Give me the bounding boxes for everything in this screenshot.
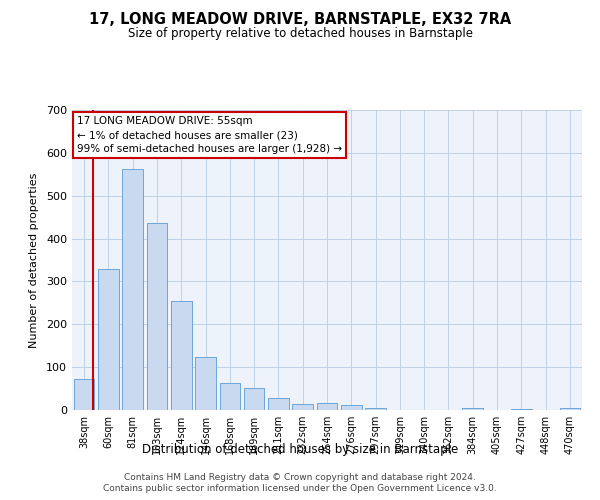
Bar	[195, 358, 216, 410]
Bar	[98, 268, 119, 410]
Bar	[292, 404, 313, 410]
Bar	[146, 222, 167, 410]
Text: Size of property relative to detached houses in Barnstaple: Size of property relative to detached ho…	[128, 28, 473, 40]
Bar	[511, 408, 532, 410]
Bar	[244, 388, 265, 410]
Text: Distribution of detached houses by size in Barnstaple: Distribution of detached houses by size …	[142, 442, 458, 456]
Bar	[341, 406, 362, 410]
Bar	[122, 169, 143, 410]
Bar	[268, 398, 289, 410]
Text: Contains HM Land Registry data © Crown copyright and database right 2024.: Contains HM Land Registry data © Crown c…	[124, 472, 476, 482]
Bar	[317, 402, 337, 410]
Bar	[365, 408, 386, 410]
Bar	[220, 384, 240, 410]
Text: 17 LONG MEADOW DRIVE: 55sqm
← 1% of detached houses are smaller (23)
99% of semi: 17 LONG MEADOW DRIVE: 55sqm ← 1% of deta…	[77, 116, 342, 154]
Bar	[171, 301, 191, 410]
Bar	[560, 408, 580, 410]
Text: Contains public sector information licensed under the Open Government Licence v3: Contains public sector information licen…	[103, 484, 497, 493]
Bar	[463, 408, 483, 410]
Bar	[74, 379, 94, 410]
Y-axis label: Number of detached properties: Number of detached properties	[29, 172, 39, 348]
Text: 17, LONG MEADOW DRIVE, BARNSTAPLE, EX32 7RA: 17, LONG MEADOW DRIVE, BARNSTAPLE, EX32 …	[89, 12, 511, 28]
